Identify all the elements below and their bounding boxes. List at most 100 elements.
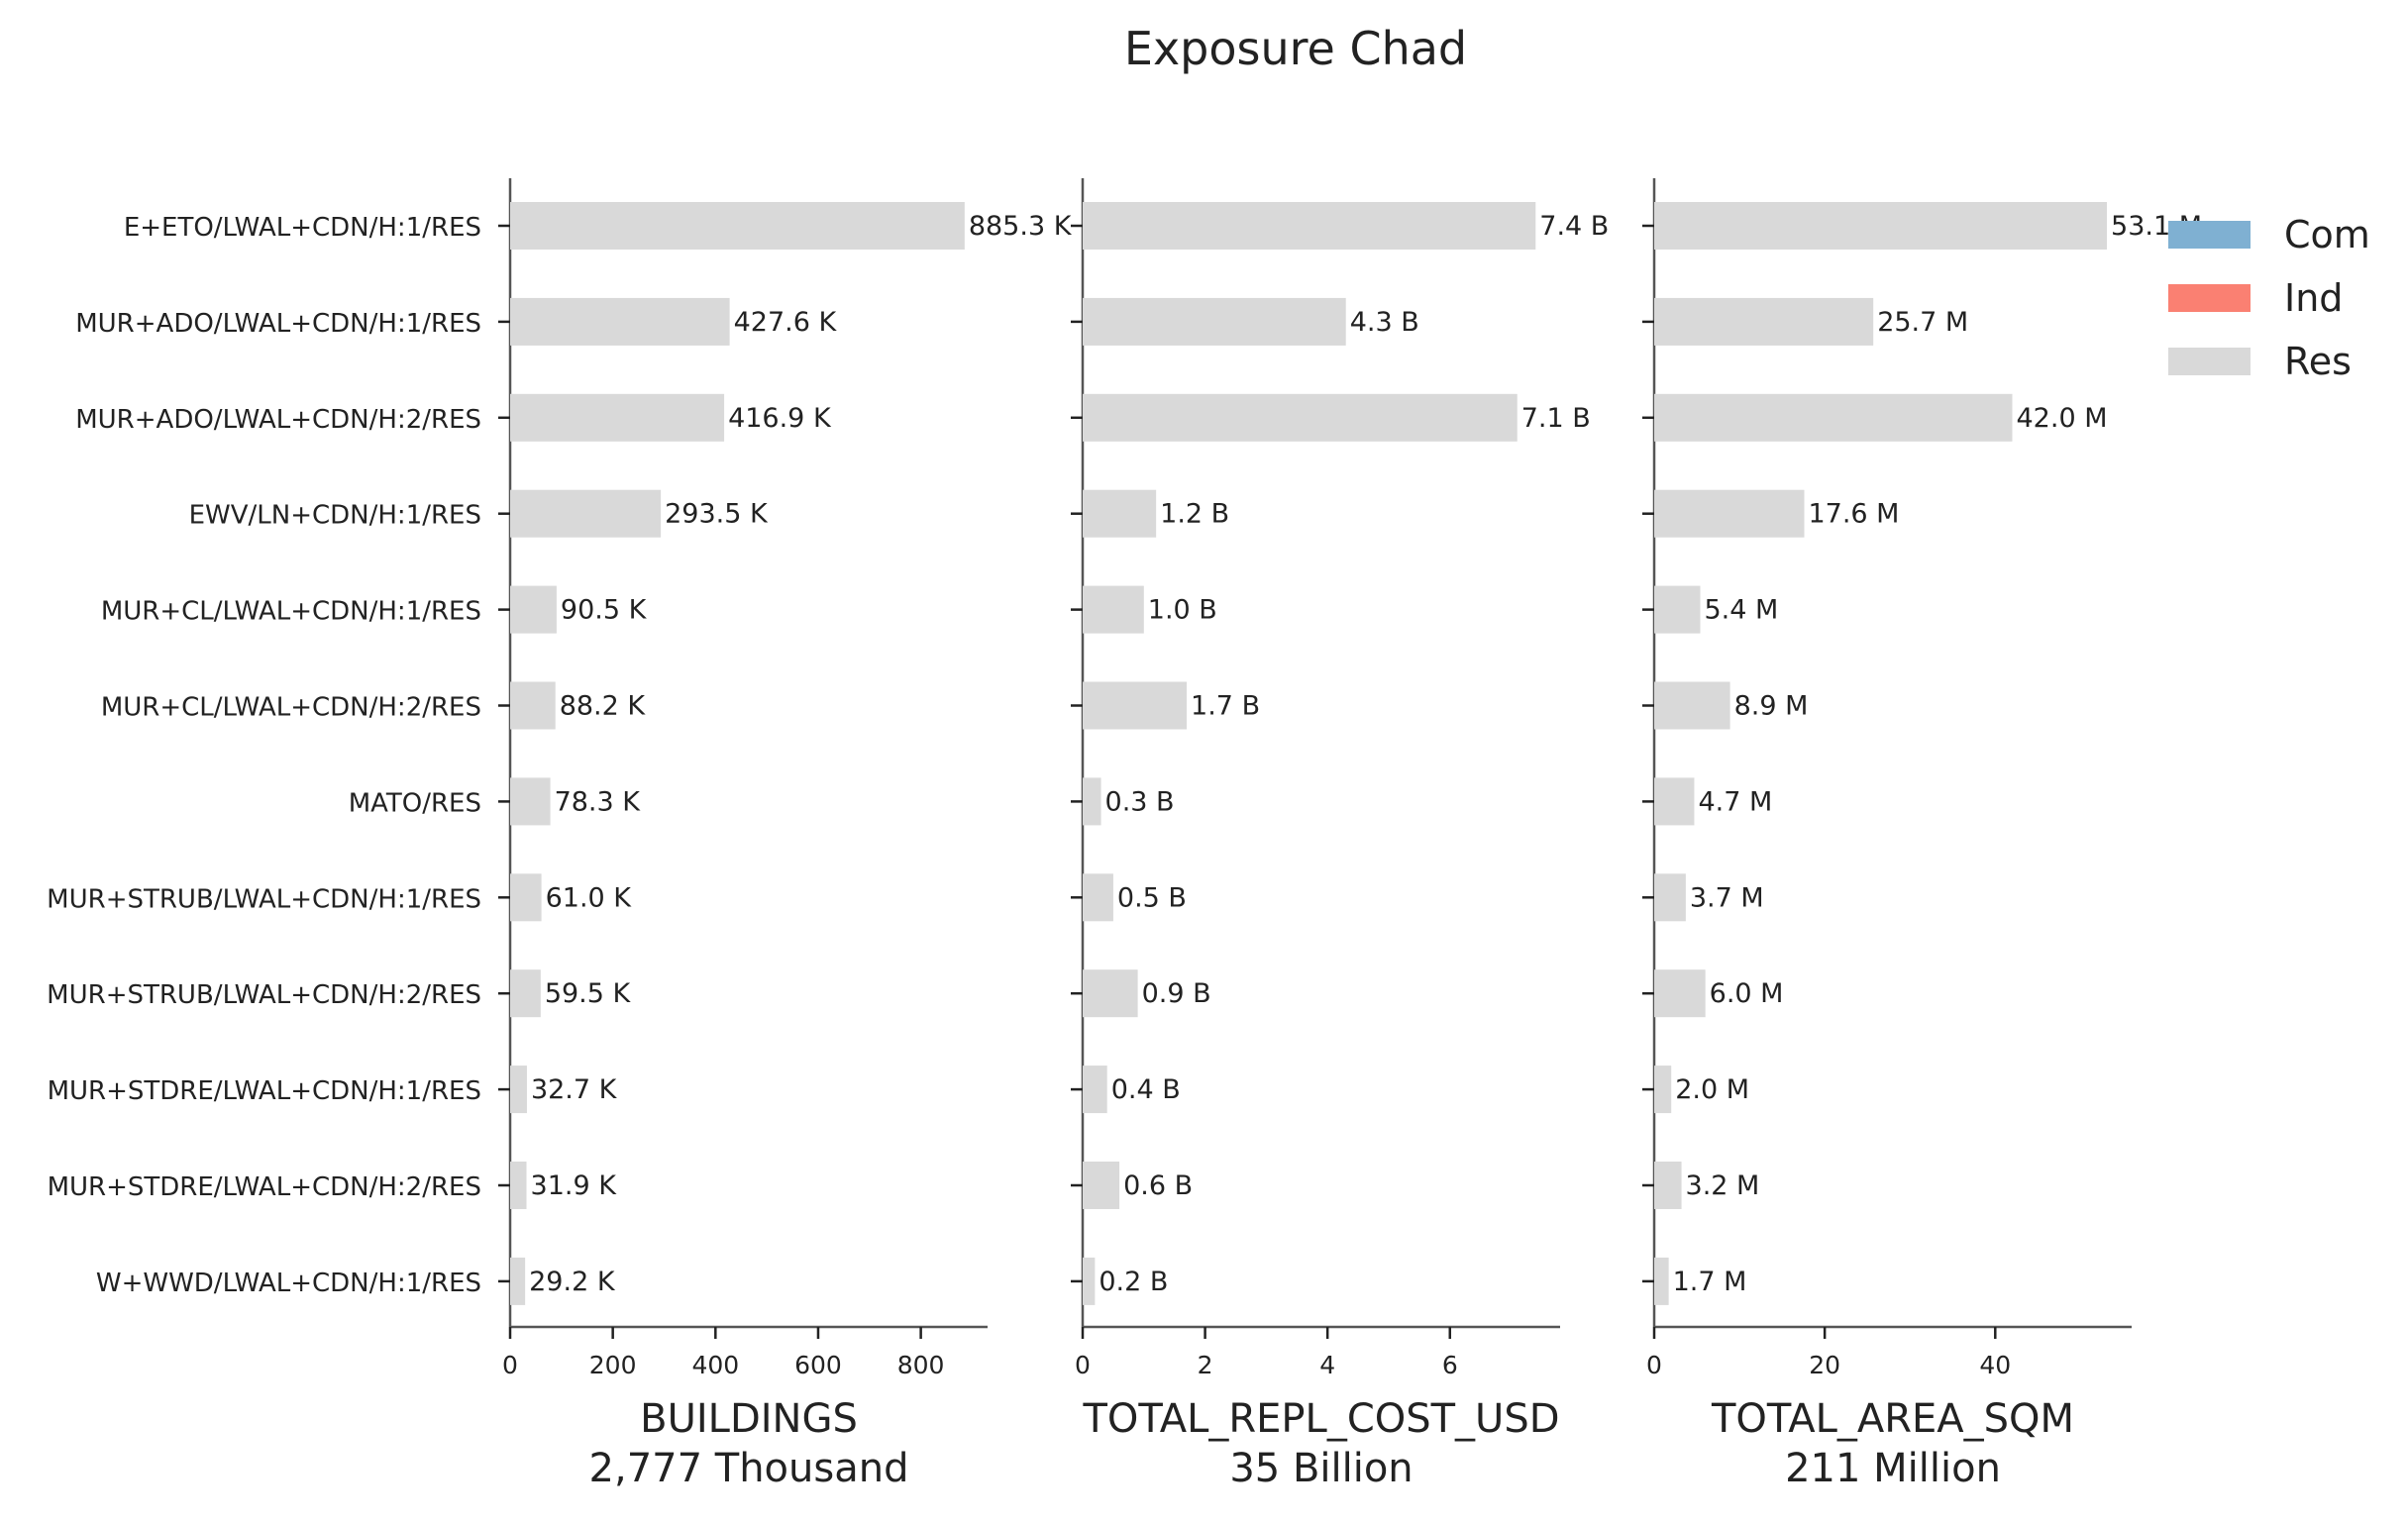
- bar-res: [510, 777, 551, 826]
- bar-value-label: 0.2 B: [1099, 1267, 1168, 1297]
- bar-res: [510, 681, 556, 730]
- bar-value-label: 3.7 M: [1690, 882, 1764, 913]
- x-axis-label: TOTAL_REPL_COST_USD: [1082, 1396, 1559, 1442]
- bar-res: [510, 1257, 526, 1305]
- x-tick-label: 400: [691, 1351, 739, 1379]
- x-axis-label: BUILDINGS: [640, 1396, 858, 1442]
- bar-value-label: 6.0 M: [1710, 978, 1784, 1009]
- bar-res: [1083, 1162, 1120, 1209]
- x-axis-total: 2,777 Thousand: [589, 1446, 909, 1491]
- x-axis-total: 211 Million: [1785, 1446, 2001, 1491]
- bar-res: [1083, 969, 1138, 1018]
- category-label: W+WWD/LWAL+CDN/H:1/RES: [96, 1269, 481, 1298]
- bar-res: [1083, 1066, 1107, 1114]
- x-tick-label: 200: [589, 1351, 637, 1379]
- legend-swatch-com: [2168, 221, 2251, 249]
- bar-res: [1083, 585, 1144, 634]
- x-tick-label: 40: [1979, 1351, 2011, 1379]
- bar-value-label: 7.4 B: [1539, 211, 1609, 242]
- bar-value-label: 1.0 B: [1148, 595, 1217, 626]
- bar-res: [1083, 1257, 1096, 1305]
- bar-value-label: 0.4 B: [1111, 1074, 1181, 1105]
- bar-value-label: 0.6 B: [1123, 1170, 1193, 1201]
- bar-value-label: 416.9 K: [728, 403, 832, 434]
- bar-res: [1654, 297, 1874, 346]
- bar-value-label: 427.6 K: [734, 307, 838, 338]
- bar-value-label: 1.7 B: [1191, 691, 1260, 722]
- legend-label-res: Res: [2284, 340, 2352, 383]
- x-tick-label: 6: [1442, 1351, 1458, 1379]
- legend-label-ind: Ind: [2284, 276, 2343, 320]
- bar-value-label: 1.2 B: [1160, 499, 1229, 530]
- category-label: E+ETO/LWAL+CDN/H:1/RES: [124, 213, 481, 243]
- category-label: MUR+STRUB/LWAL+CDN/H:1/RES: [47, 884, 481, 914]
- bar-value-label: 29.2 K: [529, 1267, 616, 1297]
- bar-res: [510, 1066, 527, 1114]
- bar-value-label: 78.3 K: [555, 786, 642, 817]
- bar-res: [1654, 777, 1695, 826]
- bar-value-label: 4.3 B: [1350, 307, 1419, 338]
- bar-value-label: 7.1 B: [1521, 403, 1591, 434]
- bar-res: [510, 297, 730, 346]
- bar-res: [1654, 1066, 1672, 1114]
- legend-swatch-res: [2168, 348, 2251, 375]
- bar-res: [1083, 489, 1157, 538]
- bar-res: [1654, 1257, 1669, 1305]
- bar-res: [510, 873, 542, 922]
- chart-title: Exposure Chad: [1124, 22, 1467, 75]
- bar-value-label: 88.2 K: [560, 691, 647, 722]
- bar-res: [1654, 873, 1686, 922]
- bar-res: [1083, 873, 1113, 922]
- bar-res: [510, 1162, 527, 1209]
- bar-res: [1654, 393, 2013, 442]
- bar-res: [1654, 489, 1805, 538]
- bar-res: [1083, 297, 1346, 346]
- x-tick-label: 0: [1646, 1351, 1662, 1379]
- bar-res: [1083, 777, 1101, 826]
- bar-value-label: 0.5 B: [1117, 882, 1187, 913]
- bar-res: [510, 393, 725, 442]
- legend-label-com: Com: [2284, 213, 2370, 256]
- bar-res: [1654, 681, 1730, 730]
- category-label: MUR+STRUB/LWAL+CDN/H:2/RES: [47, 980, 481, 1010]
- bar-value-label: 293.5 K: [665, 499, 769, 530]
- x-tick-label: 0: [1075, 1351, 1091, 1379]
- bar-res: [510, 202, 965, 250]
- category-label: MUR+CL/LWAL+CDN/H:2/RES: [101, 693, 481, 723]
- bar-value-label: 61.0 K: [546, 882, 633, 913]
- legend-swatch-ind: [2168, 284, 2251, 312]
- bar-res: [1654, 969, 1706, 1018]
- bar-value-label: 0.3 B: [1105, 786, 1175, 817]
- bar-res: [1083, 393, 1518, 442]
- x-tick-label: 600: [794, 1351, 842, 1379]
- category-label: MUR+ADO/LWAL+CDN/H:1/RES: [75, 309, 481, 339]
- bar-value-label: 31.9 K: [531, 1170, 618, 1201]
- category-label: MUR+CL/LWAL+CDN/H:1/RES: [101, 597, 481, 627]
- bar-res: [510, 585, 557, 634]
- bar-value-label: 4.7 M: [1698, 786, 1772, 817]
- bar-res: [510, 489, 662, 538]
- category-label: MUR+ADO/LWAL+CDN/H:2/RES: [75, 405, 481, 435]
- bar-value-label: 32.7 K: [531, 1074, 618, 1105]
- bar-res: [510, 969, 541, 1018]
- x-axis-label: TOTAL_AREA_SQM: [1711, 1396, 2074, 1442]
- bar-res: [1083, 681, 1188, 730]
- bar-value-label: 90.5 K: [561, 595, 648, 626]
- bar-value-label: 3.2 M: [1686, 1170, 1760, 1201]
- category-label: MATO/RES: [349, 788, 481, 818]
- bar-res: [1654, 202, 2108, 250]
- bar-res: [1083, 202, 1536, 250]
- bar-res: [1654, 585, 1701, 634]
- bar-res: [1654, 1162, 1682, 1209]
- bar-value-label: 59.5 K: [545, 978, 632, 1009]
- bar-value-label: 0.9 B: [1142, 978, 1211, 1009]
- bar-value-label: 25.7 M: [1877, 307, 1968, 338]
- x-tick-label: 4: [1319, 1351, 1335, 1379]
- bar-value-label: 17.6 M: [1808, 499, 1899, 530]
- bar-value-label: 2.0 M: [1675, 1074, 1749, 1105]
- bar-value-label: 8.9 M: [1734, 691, 1809, 722]
- x-tick-label: 800: [897, 1351, 945, 1379]
- x-axis-total: 35 Billion: [1229, 1446, 1413, 1491]
